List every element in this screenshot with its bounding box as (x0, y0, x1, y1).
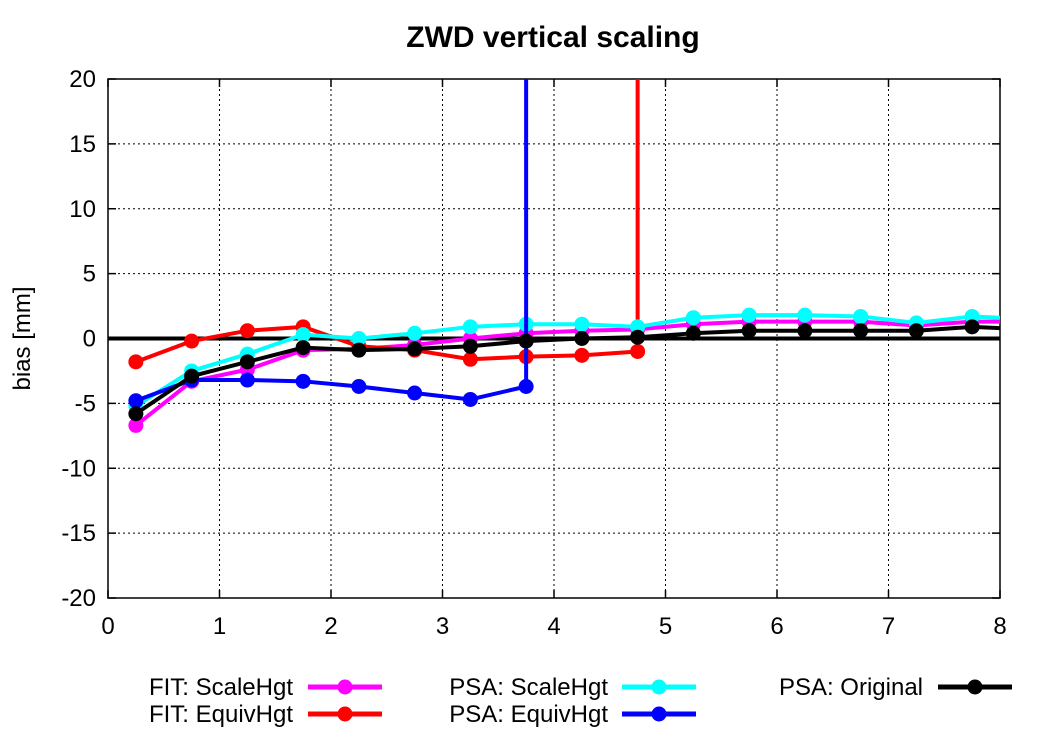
data-point (295, 327, 311, 343)
data-point (574, 316, 590, 332)
y-tick-label: -5 (75, 390, 96, 417)
legend-entry: PSA: ScaleHgt (449, 674, 696, 701)
data-point (239, 323, 255, 339)
data-point (128, 393, 144, 409)
data-point (964, 308, 980, 324)
x-tick-label: 1 (213, 613, 226, 640)
data-point (351, 379, 367, 395)
series-psa-original (128, 319, 1001, 422)
data-point (685, 310, 701, 326)
data-point (908, 323, 924, 339)
data-point (407, 325, 423, 341)
legend-entry: FIT: EquivHgt (149, 701, 382, 728)
y-tick-label: 0 (83, 326, 96, 353)
legend-marker (651, 679, 667, 695)
x-tick-label: 8 (993, 613, 1006, 640)
legend-marker (337, 679, 353, 695)
data-point (407, 341, 423, 357)
legend-entry: PSA: EquivHgt (449, 701, 696, 728)
data-point (128, 417, 144, 433)
x-tick-label: 5 (659, 613, 672, 640)
data-point (741, 307, 757, 323)
legend-label: PSA: ScaleHgt (449, 674, 608, 701)
data-point (964, 319, 980, 335)
y-tick-label: -15 (61, 520, 96, 547)
tick-labels: 0 1 2 3 4 5 6 7 8 -20 -15 -10 -5 0 5 10 15 20 (61, 66, 1006, 640)
data-point (128, 406, 144, 422)
data-point (797, 307, 813, 323)
data-point (407, 385, 423, 401)
data-point (518, 379, 534, 395)
y-tick-label: 20 (69, 66, 96, 93)
data-point (853, 323, 869, 339)
data-point (128, 354, 144, 370)
x-tick-label: 3 (436, 613, 449, 640)
data-point (239, 354, 255, 370)
x-tick-label: 6 (770, 613, 783, 640)
legend-label: PSA: EquivHgt (449, 701, 608, 728)
data-point (184, 368, 200, 384)
x-tick-label: 0 (101, 613, 114, 640)
data-point (462, 351, 478, 367)
legend-marker (337, 706, 353, 722)
plot-frame (107, 78, 1001, 599)
data-point (462, 338, 478, 354)
x-tick-label: 2 (324, 613, 337, 640)
legend-entry: FIT: ScaleHgt (149, 674, 382, 701)
y-tick-label: 15 (69, 131, 96, 158)
series-line (135, 378, 527, 403)
chart-title: ZWD vertical scaling (406, 21, 699, 54)
data-point (351, 342, 367, 358)
series-psa-equivhgt (128, 79, 534, 409)
data-point (630, 319, 646, 335)
data-point (574, 331, 590, 346)
y-tick-label: 10 (69, 196, 96, 223)
data-point (239, 372, 255, 388)
series-layer (128, 79, 1001, 433)
data-point (630, 343, 646, 359)
y-tick-label: 5 (83, 261, 96, 288)
legend-entry: PSA: Original (779, 674, 1012, 701)
data-point (295, 340, 311, 356)
x-tick-label: 4 (547, 613, 560, 640)
data-point (462, 391, 478, 407)
legend-label: PSA: Original (779, 674, 923, 701)
data-point (685, 325, 701, 341)
x-tick-label: 7 (882, 613, 895, 640)
data-point (351, 331, 367, 346)
data-point (797, 323, 813, 339)
legend-marker (967, 679, 983, 695)
y-tick-label: -20 (61, 585, 96, 612)
data-point (295, 373, 311, 389)
data-point (741, 323, 757, 339)
legend-marker (651, 706, 667, 722)
data-point (853, 308, 869, 324)
data-point (630, 329, 646, 345)
data-point (574, 347, 590, 363)
data-point (462, 319, 478, 335)
data-point (184, 333, 200, 349)
y-axis-label: bias [mm] (9, 286, 36, 390)
y-tick-label: -10 (61, 455, 96, 482)
data-point (518, 333, 534, 349)
legend-label: FIT: EquivHgt (149, 701, 293, 728)
legend-label: FIT: ScaleHgt (149, 674, 293, 701)
